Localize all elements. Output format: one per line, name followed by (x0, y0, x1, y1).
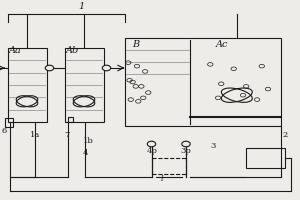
Bar (5, 117, 13, 127)
Text: 3p: 3p (180, 147, 191, 155)
Text: Ab: Ab (66, 46, 79, 55)
Bar (64, 48, 104, 122)
Circle shape (45, 65, 54, 71)
Text: B: B (132, 40, 139, 49)
Text: l: l (160, 175, 163, 183)
Bar (124, 38, 280, 126)
Text: 4: 4 (82, 149, 88, 157)
Text: Aa: Aa (9, 46, 22, 55)
Circle shape (102, 65, 111, 71)
Text: 1a: 1a (30, 131, 40, 139)
Text: 7: 7 (64, 131, 70, 139)
Text: 1b: 1b (82, 137, 93, 145)
Circle shape (147, 141, 156, 147)
Bar (8, 48, 46, 122)
Circle shape (182, 141, 190, 147)
Bar (68, 117, 73, 122)
Text: 1: 1 (78, 2, 84, 11)
Bar (246, 148, 285, 168)
Text: Ac: Ac (216, 40, 229, 49)
Text: 3: 3 (210, 142, 215, 150)
Text: 2: 2 (282, 131, 287, 139)
Text: 4p: 4p (146, 147, 157, 155)
Text: 6: 6 (2, 127, 7, 135)
